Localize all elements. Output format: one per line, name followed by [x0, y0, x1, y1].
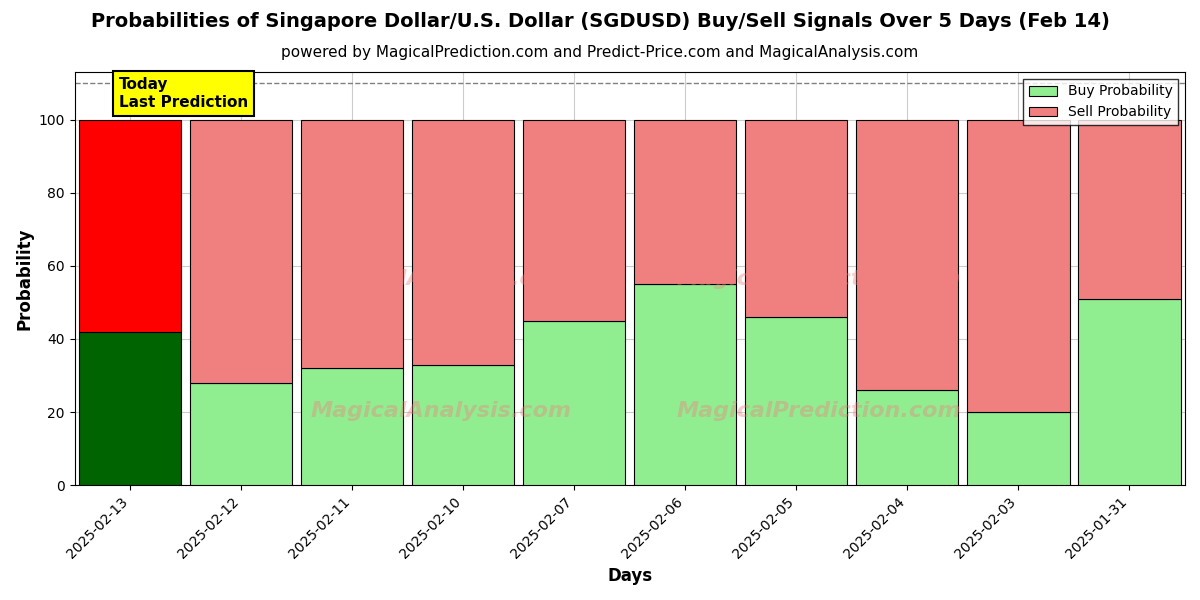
- Bar: [1079, 299, 1181, 485]
- Bar: [301, 119, 403, 368]
- Bar: [523, 119, 625, 320]
- Legend: Buy Probability, Sell Probability: Buy Probability, Sell Probability: [1024, 79, 1178, 125]
- Bar: [190, 119, 293, 383]
- Text: Probabilities of Singapore Dollar/U.S. Dollar (SGDUSD) Buy/Sell Signals Over 5 D: Probabilities of Singapore Dollar/U.S. D…: [90, 12, 1110, 31]
- Bar: [412, 365, 515, 485]
- Bar: [301, 368, 403, 485]
- Text: MagicalAnalysis.com: MagicalAnalysis.com: [311, 269, 571, 289]
- Bar: [79, 332, 181, 485]
- Text: powered by MagicalPrediction.com and Predict-Price.com and MagicalAnalysis.com: powered by MagicalPrediction.com and Pre…: [281, 45, 919, 60]
- Bar: [635, 119, 737, 284]
- Bar: [857, 119, 959, 390]
- Text: Today
Last Prediction: Today Last Prediction: [119, 77, 248, 110]
- X-axis label: Days: Days: [607, 567, 653, 585]
- Bar: [79, 119, 181, 332]
- Bar: [523, 320, 625, 485]
- Bar: [1079, 119, 1181, 299]
- Bar: [967, 412, 1069, 485]
- Bar: [635, 284, 737, 485]
- Bar: [412, 119, 515, 365]
- Bar: [745, 317, 847, 485]
- Y-axis label: Probability: Probability: [16, 227, 34, 330]
- Text: MagicalPrediction.com: MagicalPrediction.com: [677, 269, 961, 289]
- Text: MagicalAnalysis.com: MagicalAnalysis.com: [311, 401, 571, 421]
- Text: MagicalPrediction.com: MagicalPrediction.com: [677, 401, 961, 421]
- Bar: [745, 119, 847, 317]
- Bar: [190, 383, 293, 485]
- Bar: [857, 390, 959, 485]
- Bar: [967, 119, 1069, 412]
